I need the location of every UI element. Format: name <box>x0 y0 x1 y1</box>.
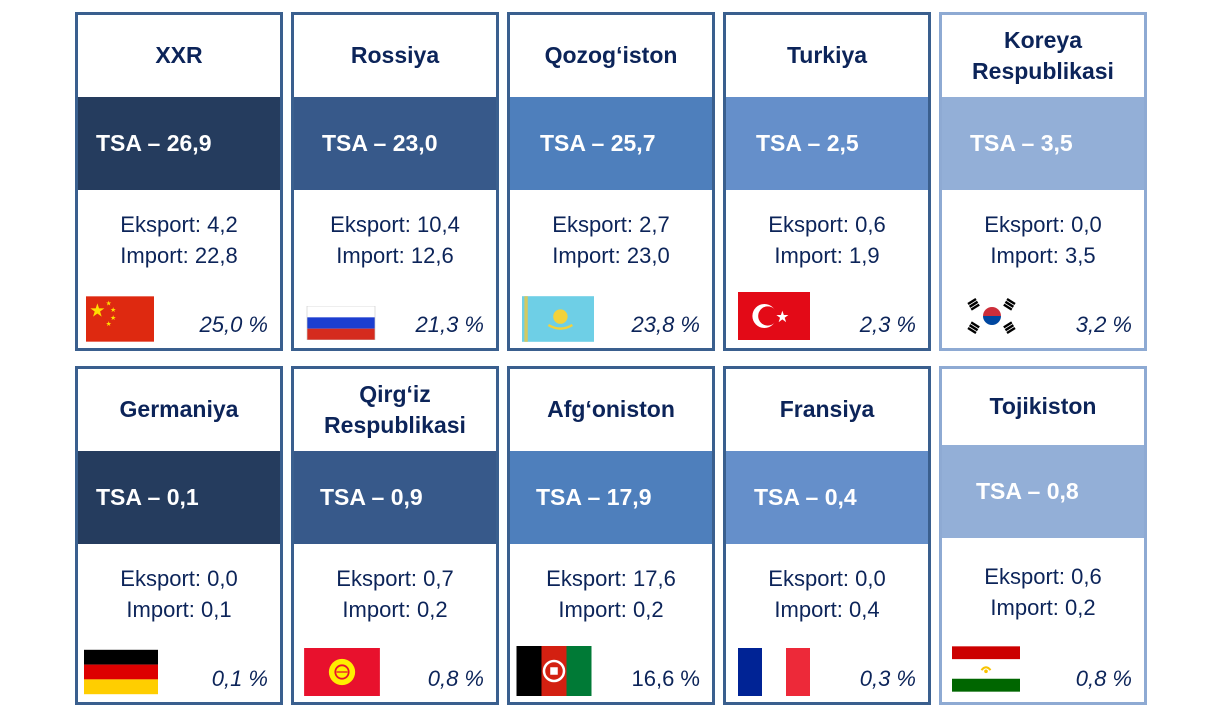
afghanistan-flag-icon <box>516 646 592 696</box>
import-value: Import: 12,6 <box>336 243 454 268</box>
trade-stats: Eksport: 4,2 Import: 22,8 <box>78 209 280 271</box>
country-name: XXR <box>155 42 203 69</box>
export-value: Eksport: 0,7 <box>336 566 454 591</box>
import-value: Import: 0,2 <box>558 597 664 622</box>
country-card-afgoniston: Afg‘oniston TSA – 17,9 Eksport: 17,6 Imp… <box>507 366 715 705</box>
share-percent: 16,6 % <box>631 666 701 691</box>
trade-stats: Eksport: 0,0 Import: 3,5 <box>942 209 1144 271</box>
import-value: Import: 1,9 <box>774 243 880 268</box>
country-name: Qozog‘iston <box>544 42 678 69</box>
tsa-band: TSA – 0,1 <box>78 451 280 544</box>
export-value: Eksport: 17,6 <box>546 566 676 591</box>
country-card-tojikiston: Tojikiston TSA – 0,8 Eksport: 0,6 Import… <box>939 366 1147 705</box>
country-name: Turkiya <box>786 42 868 69</box>
export-value: Eksport: 0,6 <box>768 212 886 237</box>
tsa-band: TSA – 3,5 <box>942 97 1144 190</box>
share-percent: 0,3 % <box>859 666 916 691</box>
export-value: Eksport: 10,4 <box>330 212 460 237</box>
share-percent: 0,8 % <box>427 666 484 691</box>
tsa-band: TSA – 25,7 <box>510 97 712 190</box>
france-flag-icon <box>738 648 810 696</box>
export-value: Eksport: 0,0 <box>768 566 886 591</box>
import-value: Import: 3,5 <box>990 243 1096 268</box>
country-name: Fransiya <box>779 396 875 423</box>
tsa-band: TSA – 0,9 <box>294 451 496 544</box>
import-value: Import: 0,2 <box>342 597 448 622</box>
country-card-germaniya: Germaniya TSA – 0,1 Eksport: 0,0 Import:… <box>75 366 283 705</box>
trade-stats: Eksport: 2,7 Import: 23,0 <box>510 209 712 271</box>
tsa-band: TSA – 26,9 <box>78 97 280 190</box>
country-name: Koreya Respublikasi <box>972 26 1114 84</box>
import-value: Import: 0,4 <box>774 597 880 622</box>
country-card-fransiya: Fransiya TSA – 0,4 Eksport: 0,0 Import: … <box>723 366 931 705</box>
share-percent: 0,8 % <box>1075 666 1132 691</box>
tsa-band: TSA – 0,8 <box>942 445 1144 538</box>
svg-text:★: ★ <box>110 314 116 322</box>
trade-stats: Eksport: 10,4 Import: 12,6 <box>294 209 496 271</box>
trade-stats: Eksport: 0,7 Import: 0,2 <box>294 563 496 625</box>
turkey-flag-icon: ★ <box>738 292 810 340</box>
country-name: Rossiya <box>350 42 440 69</box>
country-name: Tojikiston <box>989 393 1097 420</box>
export-value: Eksport: 2,7 <box>552 212 670 237</box>
south-korea-flag-icon <box>962 296 1022 336</box>
tajikistan-flag-icon <box>952 646 1020 692</box>
country-card-xxr: XXR TSA – 26,9 Eksport: 4,2 Import: 22,8… <box>75 12 283 351</box>
export-value: Eksport: 0,6 <box>984 564 1102 589</box>
trade-stats: Eksport: 0,6 Import: 1,9 <box>726 209 928 271</box>
kyrgyzstan-flag-icon <box>304 648 380 696</box>
import-value: Import: 23,0 <box>552 243 670 268</box>
import-value: Import: 22,8 <box>120 243 238 268</box>
germany-flag-icon <box>84 649 158 695</box>
tsa-band: TSA – 0,4 <box>726 451 928 544</box>
country-card-rossiya: Rossiya TSA – 23,0 Eksport: 10,4 Import:… <box>291 12 499 351</box>
country-card-qozogiston: Qozog‘iston TSA – 25,7 Eksport: 2,7 Impo… <box>507 12 715 351</box>
share-percent: 21,3 % <box>415 312 485 337</box>
country-card-qirgiz-respublikasi: Qirg‘iz Respublikasi TSA – 0,9 Eksport: … <box>291 366 499 705</box>
tsa-band: TSA – 23,0 <box>294 97 496 190</box>
tsa-band: TSA – 17,9 <box>510 451 712 544</box>
kazakhstan-flag-icon <box>522 296 594 342</box>
trade-stats: Eksport: 17,6 Import: 0,2 <box>510 563 712 625</box>
svg-text:★: ★ <box>110 306 116 314</box>
svg-text:★: ★ <box>106 299 112 307</box>
share-percent: 3,2 % <box>1075 312 1132 337</box>
import-value: Import: 0,1 <box>126 597 232 622</box>
share-percent: 2,3 % <box>859 312 916 337</box>
share-percent: 25,0 % <box>199 312 269 337</box>
country-card-koreya-respublikasi: Koreya Respublikasi TSA – 3,5 Eksport: 0… <box>939 12 1147 351</box>
svg-text:★: ★ <box>775 308 789 326</box>
export-value: Eksport: 0,0 <box>984 212 1102 237</box>
russia-flag-icon <box>306 306 376 340</box>
share-percent: 23,8 % <box>631 312 701 337</box>
country-card-turkiya: Turkiya TSA – 2,5 Eksport: 0,6 Import: 1… <box>723 12 931 351</box>
export-value: Eksport: 4,2 <box>120 212 238 237</box>
share-percent: 0,1 % <box>211 666 268 691</box>
country-name: Afg‘oniston <box>547 396 675 423</box>
export-value: Eksport: 0,0 <box>120 566 238 591</box>
trade-stats: Eksport: 0,0 Import: 0,1 <box>78 563 280 625</box>
svg-text:★: ★ <box>106 320 112 328</box>
trade-stats: Eksport: 0,0 Import: 0,4 <box>726 563 928 625</box>
trade-stats: Eksport: 0,6 Import: 0,2 <box>942 561 1144 623</box>
import-value: Import: 0,2 <box>990 595 1096 620</box>
country-name: Qirg‘iz Respublikasi <box>324 380 466 438</box>
country-name: Germaniya <box>119 396 239 423</box>
china-flag-icon: ★ ★ ★ ★ ★ <box>86 296 154 342</box>
svg-text:★: ★ <box>89 301 105 322</box>
tsa-band: TSA – 2,5 <box>726 97 928 190</box>
